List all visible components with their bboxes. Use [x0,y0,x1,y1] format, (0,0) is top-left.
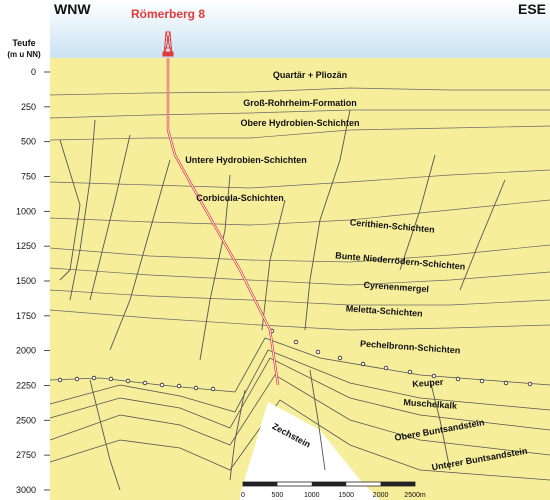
scale-tick-label: 500 [272,492,284,499]
label-untere-hydrobien: Untere Hydrobien-Schichten [185,155,307,165]
axis-tick-label: 1500 [16,276,36,286]
axis-tick-label: 1000 [16,206,36,216]
well-name: Römerberg 8 [131,7,205,21]
scale-tick-label: 2000 [373,492,389,499]
axis-panel [0,0,50,500]
scale-tick-label: 2500m [404,492,426,499]
axis-title-line2: (m u NN) [7,50,41,59]
sky-band [50,0,550,58]
direction-left: WNW [54,1,91,17]
axis-tick-label: 750 [21,171,36,181]
label-quartaer-pliozaen: Quartär + Pliozän [273,70,347,80]
scale-tick-label: 1500 [338,492,354,499]
axis-title-line1: Teufe [12,38,35,48]
label-gross-rohrheim: Groß-Rohrheim-Formation [243,98,357,108]
basement-boundaries [49,337,550,481]
derrick-icon [162,31,174,57]
label-cyrenenmergel: Cyrenenmergel [363,280,429,295]
well-path [166,58,280,386]
label-obere-hydrobien: Obere Hydrobien-Schichten [240,118,359,128]
fault-lines [59,109,506,491]
layer-quartaer-pliozaen [50,58,550,500]
unconformity-markers [57,328,533,392]
axis-tick-label: 2500 [16,415,36,425]
axis-tick-label: 3000 [16,485,36,495]
scale-tick-label: 0 [241,492,245,499]
axis-tick-label: 1750 [16,311,36,321]
axis-tick-label: 2000 [16,346,36,356]
axis-ticks: 0 250 500 750 1000 1250 1500 1750 2000 2250 2500 27… [16,67,50,495]
label-corbicula: Corbicula-Schichten [196,193,284,203]
axis-tick-label: 500 [21,137,36,147]
axis-tick-label: 2750 [16,450,36,460]
direction-right: ESE [518,1,546,17]
basement-block [240,402,380,500]
scale-tick-label: 1000 [304,492,320,499]
label-muschelkalk: Muschelkalk [403,397,458,411]
axis-tick-label: 2250 [16,380,36,390]
axis-tick-label: 0 [31,67,36,77]
axis-tick-label: 1250 [16,241,36,251]
scale-bar: 0 500 1000 1500 2000 2500m [241,481,426,499]
label-keuper: Keuper [412,377,444,389]
axis-tick-label: 250 [21,102,36,112]
